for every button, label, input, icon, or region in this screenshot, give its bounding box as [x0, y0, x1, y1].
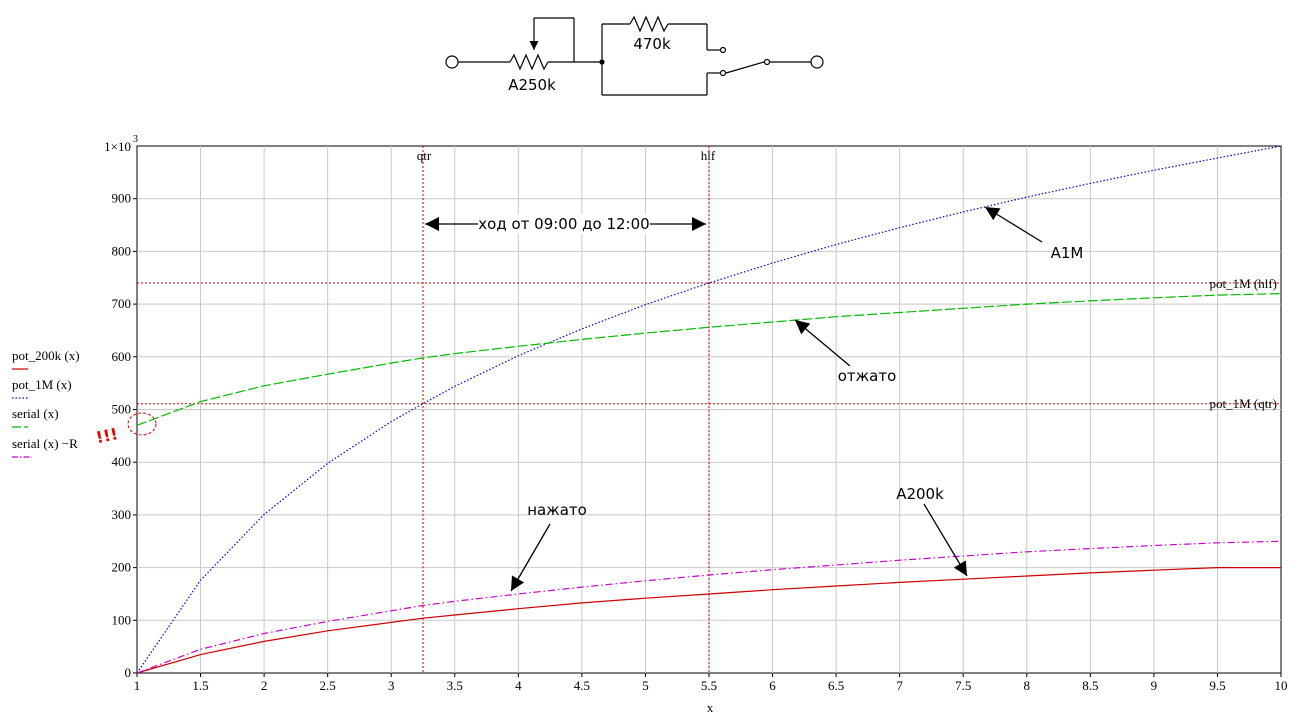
- reference-lines: [137, 146, 1281, 673]
- vline-label-qtr: qtr: [417, 148, 432, 163]
- x-tick-label: 8.5: [1082, 678, 1098, 693]
- pressed-annotation: нажато: [527, 501, 587, 519]
- pot-label: A250k: [508, 76, 556, 94]
- a200k-arrow: [923, 503, 968, 577]
- x-tick-label: 1.5: [192, 678, 208, 693]
- series-line-0: [136, 566, 1281, 674]
- output-terminal: [810, 55, 824, 69]
- y-tick-label: 800: [112, 243, 132, 258]
- a200k-annotation: A200k: [896, 485, 944, 503]
- y-tick-label: 500: [112, 402, 132, 417]
- hline-label-qtr: pot_1M (qtr): [1209, 396, 1277, 411]
- x-tick-label: 9.5: [1209, 678, 1225, 693]
- legend-label-pot200k: pot_200k (x): [12, 348, 80, 363]
- y-top-tick-exponent: 3: [133, 134, 138, 145]
- x-tick-label: 8: [1024, 678, 1031, 693]
- y-tick-label: 400: [112, 454, 132, 469]
- y-tick-label: 300: [112, 507, 132, 522]
- warning-ellipse: [127, 412, 157, 436]
- vline-label-hlf: hlf: [701, 148, 716, 163]
- a1m-annotation: A1M: [1051, 244, 1084, 262]
- x-tick-label: 5.5: [701, 678, 717, 693]
- released-arrow: [794, 319, 851, 367]
- y-tick-label: 100: [112, 612, 132, 627]
- a1m-arrow: [984, 206, 1043, 243]
- switch-contact: [719, 69, 727, 77]
- circuit-schematic: [445, 15, 824, 96]
- released-annotation: отжато: [838, 367, 897, 385]
- legend-label-serial: serial (x): [12, 406, 59, 421]
- x-axis-label: x: [707, 700, 714, 715]
- legend-label-serial-minus-r: serial (x) −R: [12, 436, 78, 451]
- x-tick-label: 3.5: [447, 678, 463, 693]
- x-tick-label: 5: [642, 678, 649, 693]
- x-tick-label: 6.5: [828, 678, 844, 693]
- x-tick-label: 7: [896, 678, 903, 693]
- series-curves: [136, 145, 1282, 674]
- y-top-tick: 1×10: [104, 139, 131, 154]
- legend: pot_200k (x) pot_1M (x) serial (x) seria…: [12, 348, 80, 458]
- y-tick-label: 200: [112, 560, 132, 575]
- y-tick-label: 600: [112, 349, 132, 364]
- x-tick-label: 9: [1151, 678, 1158, 693]
- x-tick-label: 10: [1275, 678, 1288, 693]
- pressed-arrow: [510, 523, 551, 592]
- x-tick-label: 3: [388, 678, 395, 693]
- x-tick-label: 6: [769, 678, 776, 693]
- warning-marker: !!!: [94, 424, 119, 447]
- x-tick-label: 2.5: [320, 678, 336, 693]
- y-tick-label: 0: [125, 665, 132, 680]
- x-tick-label: 4: [515, 678, 522, 693]
- y-axis-ticks: 0 100 200 300 400 500 600 700 800 900: [112, 191, 137, 680]
- annotations: ход от 09:00 до 12:00 A1M отжато нажато …: [94, 206, 1084, 592]
- series-line-3: [136, 540, 1282, 674]
- resistor-symbol: [629, 15, 669, 33]
- series-line-2: [136, 293, 1282, 426]
- resistor-label: 470k: [633, 35, 671, 53]
- input-terminal: [445, 55, 459, 69]
- x-tick-label: 7.5: [955, 678, 971, 693]
- switch-contact: [719, 46, 727, 54]
- x-tick-label: 4.5: [574, 678, 590, 693]
- legend-label-pot1m: pot_1M (x): [12, 377, 72, 392]
- y-tick-label: 700: [112, 296, 132, 311]
- potentiometer-symbol: [509, 53, 549, 71]
- x-axis-ticks: 1 1.5 2 2.5 3 3.5 4 4.5 5 5.5 6 6.5 7 7.5 8 8.5 9 9.5 10: [134, 673, 1288, 693]
- x-tick-label: 2: [261, 678, 268, 693]
- travel-annotation: ход от 09:00 до 12:00: [478, 215, 649, 233]
- y-tick-label: 900: [112, 191, 132, 206]
- series-line-1: [136, 145, 1282, 674]
- hline-label-hlf: pot_1M (hlf): [1209, 276, 1277, 291]
- x-tick-label: 1: [134, 678, 141, 693]
